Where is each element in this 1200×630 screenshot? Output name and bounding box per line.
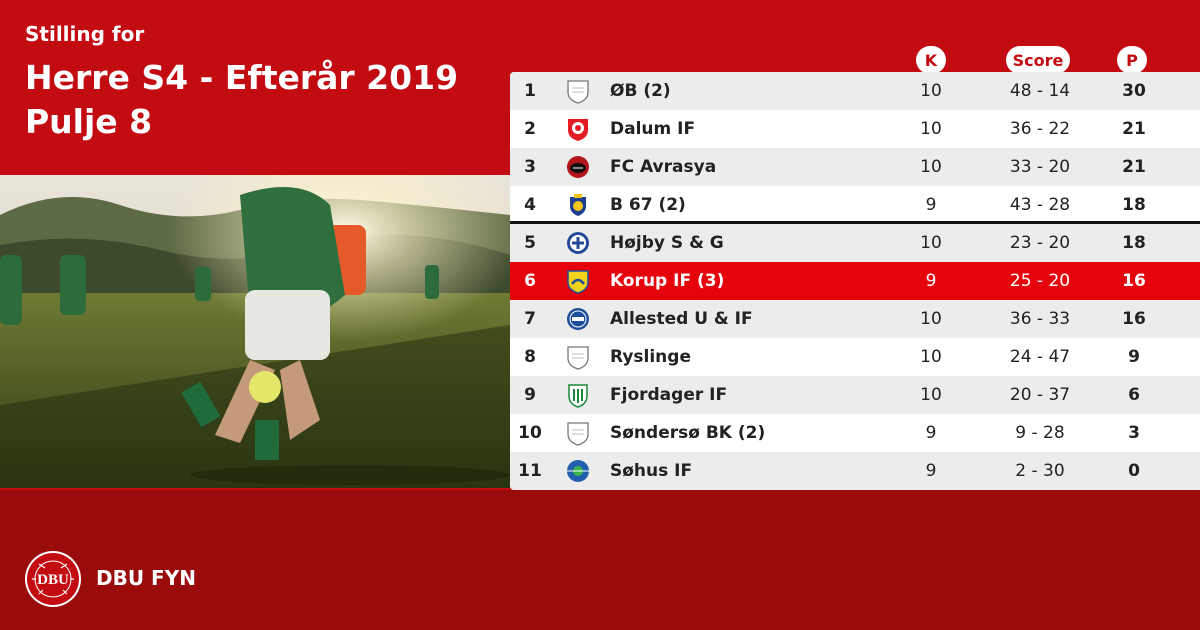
table-row: 1 ØB (2) 10 48 - 14 30	[510, 72, 1200, 110]
avrasya-crest-icon	[567, 156, 589, 178]
position-cell: 4	[524, 195, 536, 215]
score-cell: 24 - 47	[1009, 347, 1071, 367]
column-header-k: K	[916, 46, 946, 74]
title-line-1: Herre S4 - Efterår 2019	[25, 58, 459, 97]
fjordager-crest-icon	[568, 384, 588, 408]
matches-cell: 9	[925, 461, 937, 481]
matches-cell: 10	[920, 81, 942, 101]
position-cell: 1	[524, 81, 536, 101]
position-cell: 7	[524, 309, 536, 329]
points-cell: 18	[1122, 233, 1146, 253]
position-cell: 3	[524, 157, 536, 177]
dalum-crest-icon	[568, 119, 588, 141]
korup-crest-icon	[567, 270, 589, 294]
matches-cell: 10	[920, 385, 942, 405]
b67-crest-icon	[570, 194, 586, 216]
team-name: B 67 (2)	[610, 195, 686, 215]
points-cell: 16	[1122, 271, 1146, 291]
score-cell: 48 - 14	[1009, 81, 1071, 101]
table-row: 7 Allested U & IF 10 36 - 33 16	[510, 300, 1200, 338]
sohus-crest-icon	[567, 460, 589, 482]
points-cell: 3	[1128, 423, 1140, 443]
footer-band	[0, 490, 1200, 630]
team-name: Dalum IF	[610, 119, 696, 139]
svg-text:DBU: DBU	[37, 572, 69, 588]
matches-cell: 10	[920, 233, 942, 253]
team-name: FC Avrasya	[610, 157, 717, 177]
football-photo	[0, 175, 510, 488]
table-row: 3 FC Avrasya 10 33 - 20 21	[510, 148, 1200, 186]
table-row: 10 Søndersø BK (2) 9 9 - 28 3	[510, 414, 1200, 452]
score-cell: 36 - 33	[1009, 309, 1071, 329]
team-name: ØB (2)	[610, 81, 671, 101]
points-cell: 6	[1128, 385, 1140, 405]
position-cell: 6	[524, 271, 536, 291]
points-cell: 21	[1122, 157, 1146, 177]
score-cell: 23 - 20	[1009, 233, 1071, 253]
allested-crest-icon	[567, 308, 589, 330]
score-cell: 25 - 20	[1009, 271, 1071, 291]
title-line-2: Pulje 8	[25, 102, 153, 141]
matches-cell: 10	[920, 157, 942, 177]
score-cell: 36 - 22	[1009, 119, 1071, 139]
generic-shield-icon	[567, 80, 589, 104]
score-cell: 2 - 30	[1015, 461, 1065, 481]
position-cell: 5	[524, 233, 536, 253]
team-name: Korup IF (3)	[610, 271, 725, 291]
points-cell: 0	[1128, 461, 1140, 481]
table-row: 5 Højby S & G 10 23 - 20 18	[510, 224, 1200, 262]
table-row: 4 B 67 (2) 9 43 - 28 18	[510, 186, 1200, 224]
position-cell: 11	[518, 461, 542, 481]
organization-name: DBU FYN	[96, 566, 196, 590]
team-name: Søhus IF	[610, 461, 693, 481]
generic-shield-icon	[567, 422, 589, 446]
column-header-score: Score	[1006, 46, 1070, 74]
score-cell: 43 - 28	[1009, 195, 1071, 215]
points-cell: 16	[1122, 309, 1146, 329]
hojby-crest-icon	[567, 232, 589, 254]
column-header-p: P	[1117, 46, 1147, 74]
points-cell: 30	[1122, 81, 1146, 101]
matches-cell: 10	[920, 119, 942, 139]
team-name: Allested U & IF	[610, 309, 753, 329]
page-title: Herre S4 - Efterår 2019 Pulje 8	[25, 56, 495, 144]
position-cell: 8	[524, 347, 536, 367]
matches-cell: 9	[925, 423, 937, 443]
generic-shield-icon	[567, 346, 589, 370]
table-row: 9 Fjordager IF 10 20 - 37 6	[510, 376, 1200, 414]
matches-cell: 9	[925, 271, 937, 291]
team-name: Ryslinge	[610, 347, 691, 367]
team-name: Fjordager IF	[610, 385, 728, 405]
table-row: 2 Dalum IF 10 36 - 22 21	[510, 110, 1200, 148]
points-cell: 9	[1128, 347, 1140, 367]
points-cell: 18	[1122, 195, 1146, 215]
team-name: Højby S & G	[610, 233, 724, 253]
matches-cell: 10	[920, 347, 942, 367]
matches-cell: 10	[920, 309, 942, 329]
standings-table: 1 ØB (2) 10 48 - 14 30 2 Dalum IF 10 36 - 22 21 3 F…	[510, 72, 1200, 490]
subtitle: Stilling for	[25, 22, 145, 46]
table-row: 6 Korup IF (3) 9 25 - 20 16	[510, 262, 1200, 300]
score-cell: 33 - 20	[1009, 157, 1071, 177]
score-cell: 20 - 37	[1009, 385, 1071, 405]
table-row: 11 Søhus IF 9 2 - 30 0	[510, 452, 1200, 490]
matches-cell: 9	[925, 195, 937, 215]
team-name: Søndersø BK (2)	[610, 423, 766, 443]
position-cell: 2	[524, 119, 536, 139]
dbu-logo: DBU	[25, 551, 81, 607]
position-cell: 10	[518, 423, 542, 443]
table-row: 8 Ryslinge 10 24 - 47 9	[510, 338, 1200, 376]
position-cell: 9	[524, 385, 536, 405]
score-cell: 9 - 28	[1015, 423, 1065, 443]
points-cell: 21	[1122, 119, 1146, 139]
